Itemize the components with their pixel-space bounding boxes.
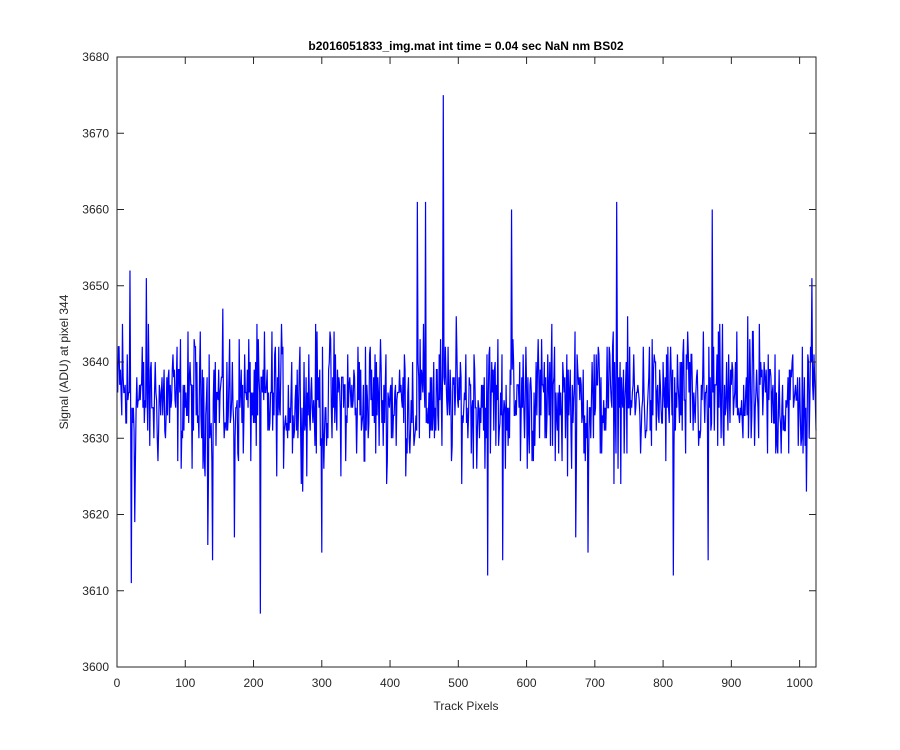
x-tick-label: 500 bbox=[448, 676, 468, 690]
x-axis-label: Track Pixels bbox=[434, 699, 499, 713]
x-tick-label: 800 bbox=[653, 676, 673, 690]
series-line bbox=[117, 95, 817, 614]
x-tick-label: 900 bbox=[721, 676, 741, 690]
series-layer bbox=[117, 95, 817, 614]
x-tick-label: 1000 bbox=[786, 676, 813, 690]
x-tick-label: 300 bbox=[312, 676, 332, 690]
y-tick-label: 3620 bbox=[82, 508, 109, 522]
x-tick-label: 400 bbox=[380, 676, 400, 690]
x-tick-label: 0 bbox=[114, 676, 121, 690]
y-tick-label: 3650 bbox=[82, 279, 109, 293]
y-tick-label: 3630 bbox=[82, 431, 109, 445]
y-tick-label: 3600 bbox=[82, 660, 109, 674]
x-axis: 0 100 200 300 400 500 600 700 800 900 1000 bbox=[114, 57, 813, 690]
y-axis: 3600 3610 3620 3630 3640 3650 3660 3670 3680 bbox=[82, 50, 816, 674]
y-tick-label: 3660 bbox=[82, 203, 109, 217]
x-tick-label: 600 bbox=[517, 676, 537, 690]
plot-area bbox=[117, 57, 816, 667]
x-tick-label: 100 bbox=[175, 676, 195, 690]
y-tick-label: 3610 bbox=[82, 584, 109, 598]
y-tick-label: 3640 bbox=[82, 355, 109, 369]
x-tick-label: 700 bbox=[585, 676, 605, 690]
y-axis-label: Signal (ADU) at pixel 344 bbox=[57, 294, 71, 429]
x-tick-label: 200 bbox=[244, 676, 264, 690]
chart-title: b2016051833_img.mat int time = 0.04 sec … bbox=[308, 39, 623, 53]
y-tick-label: 3680 bbox=[82, 50, 109, 64]
y-tick-label: 3670 bbox=[82, 126, 109, 140]
